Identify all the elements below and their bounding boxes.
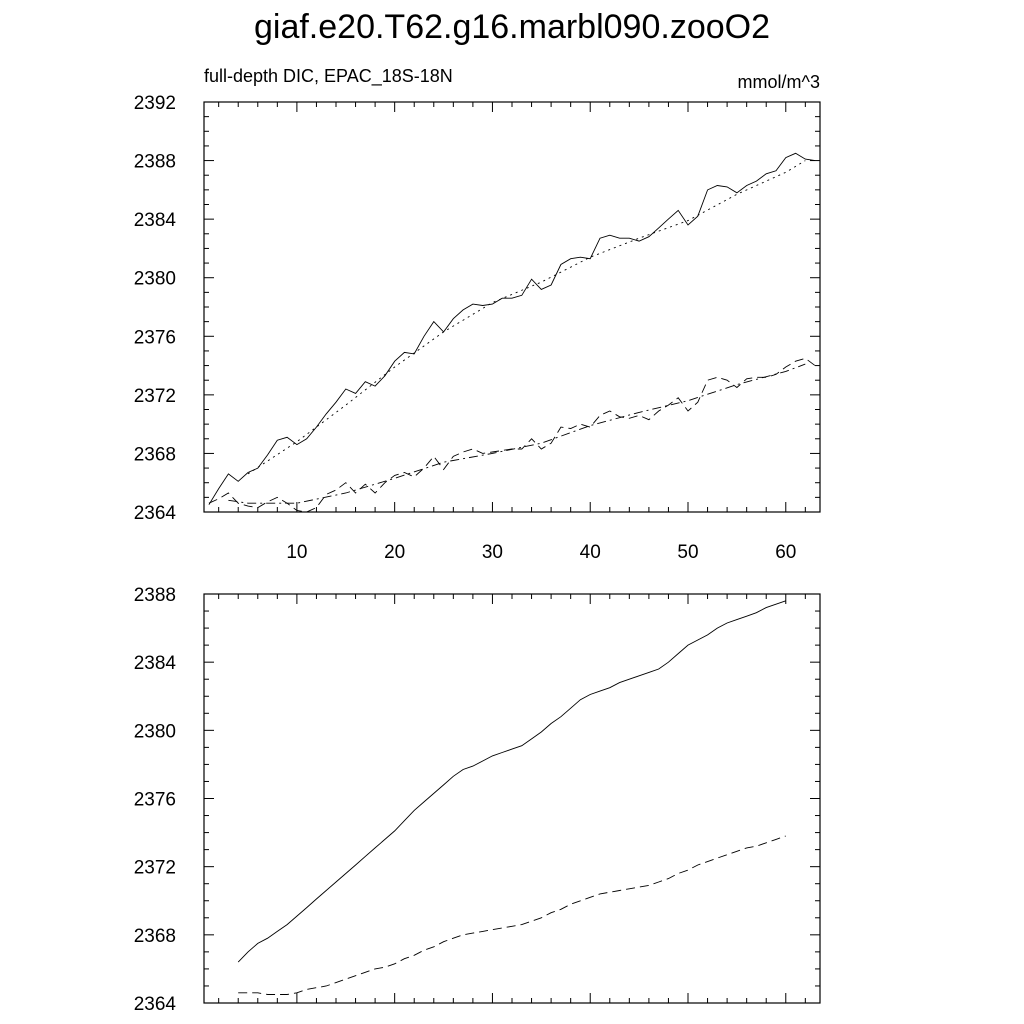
y-tick-label: 2380 bbox=[134, 269, 176, 290]
y-tick-label: 2384 bbox=[134, 653, 177, 674]
y-tick-label: 2384 bbox=[134, 210, 177, 231]
panel-title: full-depth DIC, EPAC_18S-18N bbox=[204, 66, 453, 87]
y-tick-label: 2388 bbox=[134, 152, 176, 173]
y-tick-label: 2364 bbox=[134, 994, 177, 1015]
y-tick-label: 2388 bbox=[134, 585, 176, 606]
y-tick-label: 2364 bbox=[134, 503, 177, 524]
series-line-solid bbox=[208, 152, 816, 505]
units-label: mmol/m^3 bbox=[738, 72, 820, 92]
x-tick-label: 30 bbox=[482, 542, 503, 563]
plot-frame bbox=[203, 101, 821, 513]
plot-frame bbox=[203, 593, 821, 1004]
x-tick-label: 60 bbox=[775, 542, 796, 563]
x-tick-label: 10 bbox=[286, 542, 307, 563]
y-tick-label: 2376 bbox=[134, 790, 176, 811]
y-tick-label: 2368 bbox=[134, 444, 176, 465]
y-tick-label: 2368 bbox=[134, 926, 176, 947]
x-tick-label: 50 bbox=[677, 542, 698, 563]
series-line-dash-dot bbox=[228, 363, 806, 504]
y-tick-label: 2376 bbox=[134, 327, 176, 348]
series-line-dot bbox=[247, 160, 806, 475]
y-tick-label: 2392 bbox=[134, 93, 176, 114]
x-tick-label: 20 bbox=[384, 542, 405, 563]
series-line-dash bbox=[238, 835, 786, 995]
series-line-solid bbox=[237, 600, 786, 963]
y-tick-label: 2380 bbox=[134, 721, 176, 742]
y-tick-label: 2372 bbox=[134, 386, 176, 407]
figure-title: giaf.e20.T62.g16.marbl090.zooO2 bbox=[254, 8, 770, 46]
bottom-panel: 2364 2368 2372 2376 2380 2384 2388 bbox=[134, 585, 821, 1015]
y-tick-label: 2372 bbox=[134, 858, 176, 879]
x-tick-label: 40 bbox=[580, 542, 601, 563]
top-panel: 2364 2368 2372 2376 2380 2384 2388 2392 10 20 30 40… bbox=[134, 66, 821, 563]
series-line-dash bbox=[208, 357, 816, 513]
